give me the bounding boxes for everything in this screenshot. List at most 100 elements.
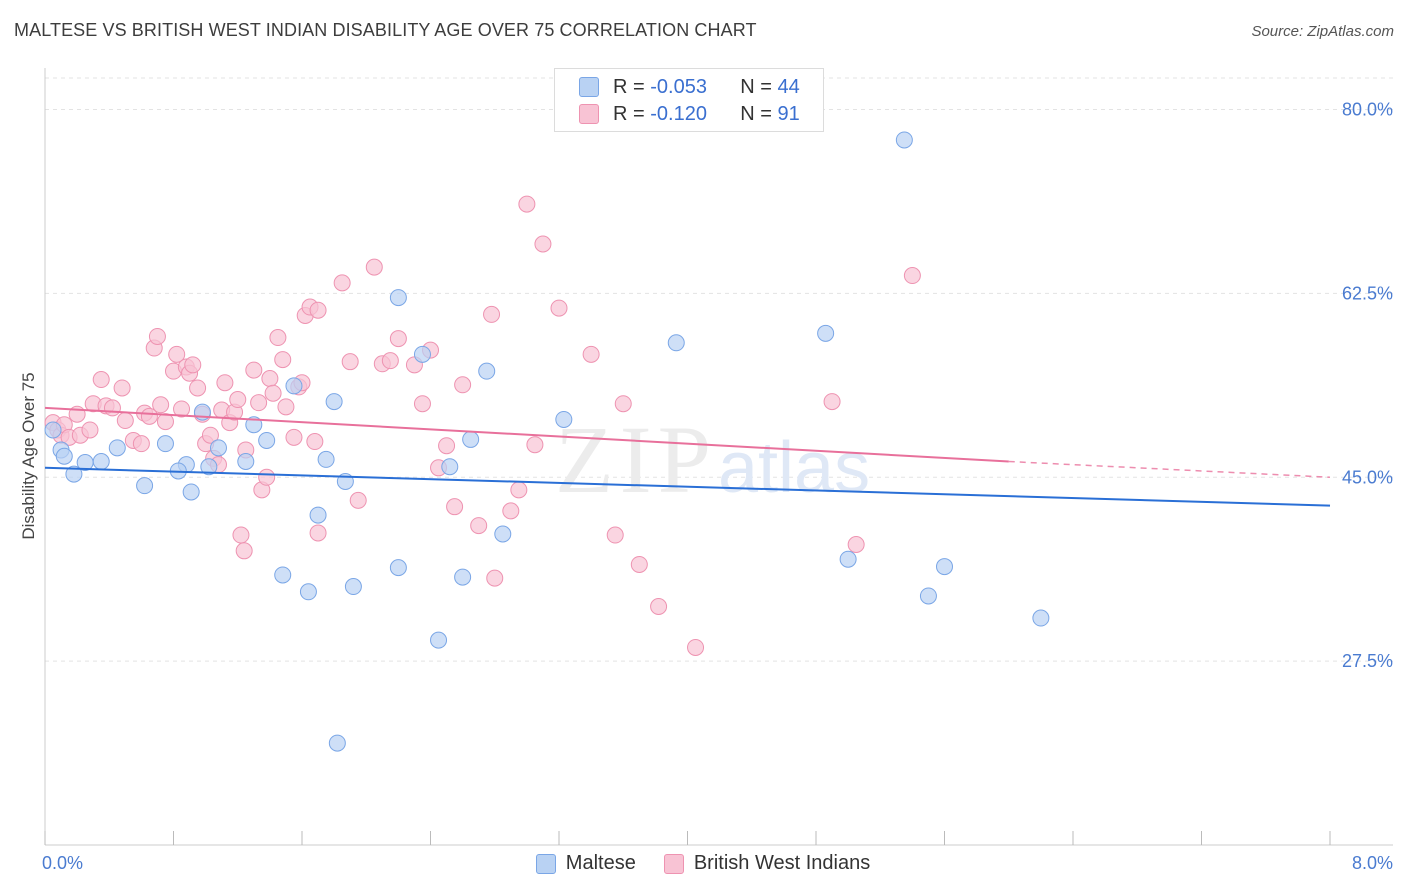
tick-labels: 27.5% 45.0% 62.5% 80.0% 0.0% 8.0% (42, 100, 1393, 873)
data-points (44, 131, 1050, 752)
maltese-n-label: N = (740, 75, 772, 98)
maltese-point (299, 583, 317, 601)
legend-maltese-label: Maltese (565, 852, 636, 874)
bwi-point (216, 374, 234, 392)
bwi-point (486, 569, 504, 587)
maltese-point (413, 345, 431, 363)
maltese-point (389, 559, 407, 577)
maltese-trend-line (44, 466, 1331, 507)
bwi-point (341, 353, 359, 371)
maltese-point (317, 450, 335, 468)
maltese-point (919, 587, 937, 605)
bwi-point (232, 526, 250, 544)
bwi-point (446, 498, 464, 516)
maltese-point (667, 334, 685, 352)
maltese-point (182, 483, 200, 501)
maltese-point (1032, 609, 1050, 627)
bwi-point (148, 327, 166, 345)
y-tick-label: 27.5% (1342, 651, 1393, 671)
bwi-point (261, 369, 279, 387)
bwi-point (250, 394, 268, 412)
maltese-point (839, 550, 857, 568)
bwi-point (349, 491, 367, 509)
bwi-r-value: -0.120 (650, 102, 707, 125)
y-tick-label: 45.0% (1342, 467, 1393, 487)
maltese-point (136, 477, 154, 495)
maltese-point (209, 439, 227, 457)
maltese-point (454, 568, 472, 586)
bwi-point (903, 267, 921, 285)
bwi-point (413, 395, 431, 413)
bwi-point (470, 517, 488, 535)
maltese-n-value: 44 (777, 75, 800, 98)
maltese-point (108, 439, 126, 457)
maltese-point (325, 393, 343, 411)
maltese-point (441, 458, 459, 476)
bwi-point (113, 379, 131, 397)
chart-title: MALTESE VS BRITISH WEST INDIAN DISABILIT… (14, 20, 757, 40)
legend-item-maltese: Maltese (535, 852, 636, 875)
maltese-point (817, 324, 835, 342)
maltese-point (274, 566, 292, 584)
y-axis-label: Disability Age Over 75 (19, 372, 38, 539)
bwi-swatch (579, 104, 599, 124)
maltese-point (555, 410, 573, 428)
maltese-point (430, 631, 448, 649)
bwi-point (309, 301, 327, 319)
maltese-point (200, 458, 218, 476)
maltese-point (389, 289, 407, 307)
maltese-point (936, 558, 953, 576)
bwi-point (140, 407, 158, 425)
maltese-point (494, 525, 512, 543)
bwi-point (483, 305, 501, 323)
bwi-point (526, 436, 544, 454)
bwi-point (650, 597, 668, 615)
y-tick-label: 80.0% (1342, 100, 1393, 120)
bwi-point (189, 379, 207, 397)
maltese-point (478, 362, 496, 380)
bwi-point (510, 481, 528, 499)
legend-row-maltese: R = -0.053 N = 44 (555, 73, 800, 101)
bwi-point (606, 526, 624, 544)
bwi-n-label: N = (740, 102, 772, 125)
bwi-point (258, 468, 276, 486)
bwi-trend-extension (1008, 460, 1331, 479)
bwi-point (285, 428, 303, 446)
bwi-point (269, 329, 287, 347)
bwi-point (614, 395, 632, 413)
trend-lines (44, 406, 1331, 507)
legend-bwi-swatch (663, 853, 684, 874)
maltese-point (65, 465, 83, 483)
source-label: Source: ZipAtlas.com (1251, 23, 1394, 40)
maltese-point (44, 421, 62, 439)
bwi-point (333, 274, 351, 292)
bwi-point (630, 555, 648, 573)
maltese-point (92, 453, 110, 470)
bwi-point (518, 195, 536, 213)
maltese-point (156, 435, 174, 453)
bwi-point (454, 376, 472, 394)
bwi-point (582, 345, 600, 363)
maltese-point (344, 578, 362, 596)
bwi-point (132, 435, 150, 453)
legend-maltese-swatch (535, 853, 556, 874)
axes (44, 68, 1393, 846)
maltese-r-value: -0.053 (650, 75, 707, 98)
bwi-point (103, 399, 121, 417)
watermark-zip: ZIP (555, 406, 717, 513)
bwi-point (92, 371, 110, 389)
maltese-r-label: R = (613, 75, 645, 98)
bwi-point (687, 638, 705, 656)
maltese-point (237, 453, 255, 470)
maltese-point (895, 131, 913, 149)
bwi-point (389, 330, 407, 348)
bwi-r-label: R = (613, 102, 645, 125)
legend-item-bwi: British West Indians (663, 852, 870, 875)
x-tick-label: 0.0% (42, 853, 83, 873)
bwi-point (534, 235, 552, 253)
bwi-point (438, 437, 456, 455)
watermark: ZIP atlas (555, 406, 870, 513)
legend-row-bwi: R = -0.120 N = 91 (555, 100, 800, 128)
maltese-point (462, 430, 480, 448)
series-legend: Maltese British West Indians (0, 852, 1406, 875)
